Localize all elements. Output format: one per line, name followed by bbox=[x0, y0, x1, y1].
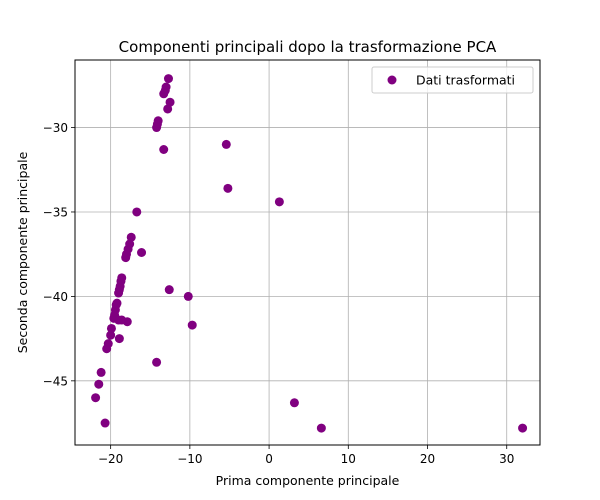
data-point bbox=[96, 367, 106, 377]
data-point bbox=[121, 253, 131, 263]
data-point bbox=[316, 423, 326, 433]
data-point bbox=[100, 418, 110, 428]
data-point bbox=[152, 123, 162, 133]
data-point bbox=[159, 144, 169, 154]
data-point bbox=[132, 207, 142, 217]
data-point bbox=[223, 183, 233, 193]
data-point bbox=[91, 393, 101, 403]
y-tick-label: −35 bbox=[43, 205, 68, 219]
data-point bbox=[106, 330, 116, 340]
data-point bbox=[163, 104, 173, 114]
legend: Dati trasformati bbox=[371, 66, 534, 94]
y-tick-label: −45 bbox=[43, 374, 68, 388]
plot-frame bbox=[74, 59, 541, 446]
x-tick-label: 0 bbox=[265, 452, 273, 466]
data-point bbox=[518, 423, 528, 433]
legend-marker bbox=[387, 75, 397, 85]
data-point bbox=[163, 74, 173, 84]
data-point bbox=[94, 379, 104, 389]
data-point bbox=[114, 288, 124, 298]
x-tick-label: −20 bbox=[98, 452, 123, 466]
x-tick-label: 20 bbox=[420, 452, 435, 466]
data-point bbox=[126, 232, 136, 242]
y-tick-label: −30 bbox=[43, 121, 68, 135]
data-point bbox=[137, 248, 147, 257]
data-points bbox=[91, 74, 528, 433]
x-tick-label: 10 bbox=[341, 452, 356, 466]
data-point bbox=[122, 317, 132, 327]
data-point bbox=[102, 344, 112, 354]
data-point bbox=[289, 398, 299, 408]
grid-lines bbox=[75, 60, 540, 445]
y-tick-label: −40 bbox=[43, 290, 68, 304]
data-point bbox=[274, 197, 284, 207]
y-axis: −45 −40 −35 −30 bbox=[43, 121, 75, 388]
legend-box bbox=[371, 66, 534, 94]
data-point bbox=[159, 89, 169, 99]
x-axis: −20 −10 0 10 20 30 bbox=[98, 445, 514, 466]
chart-title: Componenti principali dopo la trasformaz… bbox=[119, 38, 497, 56]
data-point bbox=[164, 285, 174, 295]
x-tick-label: −10 bbox=[177, 452, 202, 466]
data-point bbox=[114, 334, 124, 344]
data-point bbox=[221, 139, 231, 149]
data-point bbox=[106, 323, 116, 333]
data-point bbox=[165, 97, 175, 107]
y-axis-label: Seconda componente principale bbox=[15, 151, 30, 353]
data-point bbox=[183, 291, 193, 301]
data-point bbox=[187, 320, 197, 330]
legend-label: Dati trasformati bbox=[416, 73, 515, 88]
data-point bbox=[152, 357, 162, 367]
x-tick-label: 30 bbox=[499, 452, 514, 466]
x-axis-label: Prima componente principale bbox=[216, 473, 400, 488]
